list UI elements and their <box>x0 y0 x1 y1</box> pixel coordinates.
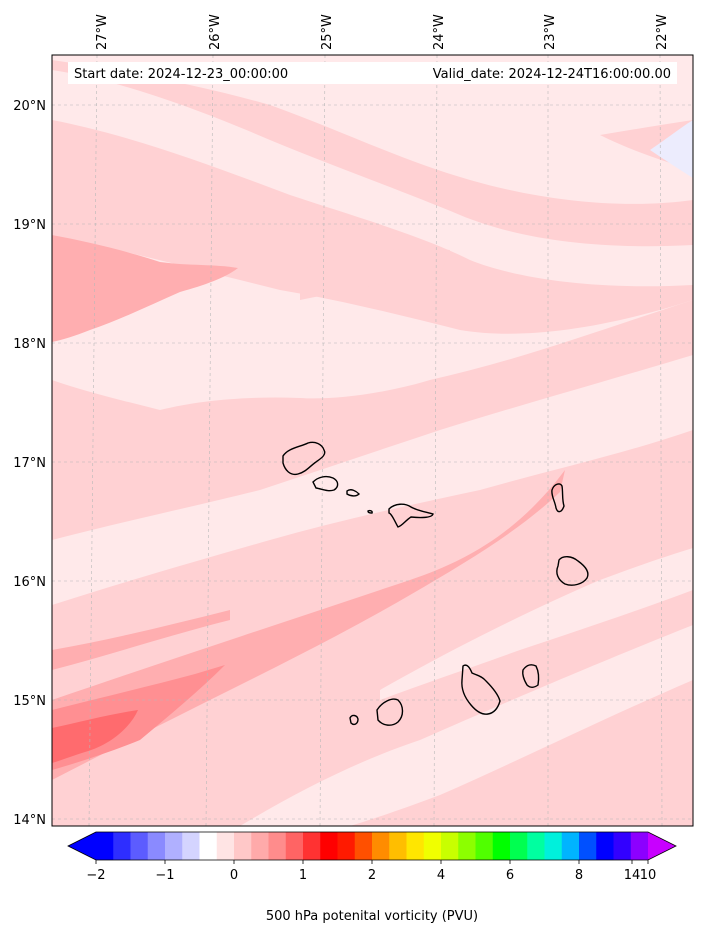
colorbar-segment <box>354 832 373 860</box>
colorbar-segment <box>492 832 511 860</box>
colorbar-extend-max <box>648 832 676 860</box>
colorbar-segment <box>216 832 235 860</box>
colorbar-extend-min <box>68 832 96 860</box>
colorbar-tick-label: 6 <box>506 868 514 883</box>
island-maio <box>522 664 540 688</box>
colorbar-segments <box>96 832 649 860</box>
pv-band-peak <box>52 710 138 763</box>
pv-band-lightest-central <box>52 355 693 605</box>
colorbar-segment <box>423 832 442 860</box>
start-date-label: Start date: 2024-12-23_00:00:00 <box>74 67 288 82</box>
colorbar-segment <box>579 832 597 860</box>
colorbar-segment <box>113 832 131 860</box>
meridian-26w <box>205 55 214 826</box>
lon-label: 26°W <box>208 14 223 50</box>
colorbar-segment <box>285 832 304 860</box>
island-santa-luzia <box>346 489 360 497</box>
colorbar-segment <box>630 832 649 860</box>
lat-label: 16°N <box>13 575 46 590</box>
colorbar-segment <box>596 832 614 860</box>
colorbar-segment <box>544 832 563 860</box>
cape-verde-islands <box>282 441 589 726</box>
colorbar-label: 500 hPa potenital vorticity (PVU) <box>266 909 478 924</box>
colorbar-segment <box>441 832 459 860</box>
lon-axis: 27°W 26°W 25°W 24°W 23°W 22°W <box>95 14 670 50</box>
colorbar-segment <box>510 832 528 860</box>
island-santiago <box>461 664 501 715</box>
lon-label: 25°W <box>320 14 335 50</box>
colorbar-segment <box>389 832 407 860</box>
header-box <box>68 62 677 84</box>
colorbar-tick-label: 1 <box>299 868 307 883</box>
colorbar-tick-label: 10 <box>640 868 657 883</box>
colorbar-segment <box>303 832 321 860</box>
pv-band-light-streak-1 <box>52 60 693 247</box>
colorbar-segment <box>372 832 390 860</box>
colorbar-segment <box>337 832 356 860</box>
pv-band-mid-streak <box>52 610 230 670</box>
pv-band-light-streak-3 <box>300 248 450 300</box>
pv-band-lightest-south <box>240 625 693 826</box>
colorbar-tick-label: 0 <box>230 868 238 883</box>
island-fogo <box>376 698 404 726</box>
colorbar-tick-label: −2 <box>86 868 105 883</box>
colorbar-tick-label: 8 <box>575 868 583 883</box>
island-branco <box>367 509 373 514</box>
colorbar-tick-label: 4 <box>437 868 445 883</box>
meridian-22w <box>659 55 663 826</box>
pv-band-lightest-south-2 <box>380 548 693 700</box>
meridian-24w <box>433 55 438 826</box>
island-santo-antao <box>282 441 326 476</box>
meridian-27w <box>88 55 98 826</box>
colorbar-segment <box>96 832 114 860</box>
colorbar-segment <box>199 832 218 860</box>
colorbar-segment <box>561 832 580 860</box>
pv-band-negative <box>650 120 693 178</box>
lon-label: 27°W <box>95 14 110 50</box>
colorbar-segment <box>475 832 494 860</box>
colorbar-segment <box>130 832 149 860</box>
lon-label: 23°W <box>543 14 558 50</box>
map-frame <box>51 54 694 827</box>
graticule <box>52 55 693 826</box>
lat-label: 17°N <box>13 456 46 471</box>
island-brava <box>349 714 359 726</box>
lat-axis: 20°N 19°N 18°N 17°N 16°N 15°N 14°N <box>13 99 46 828</box>
pv-band-mid-west <box>52 235 238 342</box>
island-sal <box>551 483 565 513</box>
pv-band-light-streak-2 <box>52 120 693 334</box>
meridian-25w <box>319 55 326 826</box>
colorbar-segment <box>165 832 183 860</box>
colorbar-tick-label: 2 <box>368 868 376 883</box>
colorbar-segment <box>251 832 269 860</box>
lon-label: 24°W <box>432 14 447 50</box>
lon-label: 22°W <box>655 14 670 50</box>
island-boa-vista <box>556 556 589 586</box>
lat-label: 14°N <box>13 813 46 828</box>
island-sao-nicolau <box>388 503 434 528</box>
valid-date-label: Valid_date: 2024-12-24T16:00:00.00 <box>433 67 671 82</box>
colorbar-segment <box>320 832 338 860</box>
lat-label: 15°N <box>13 694 46 709</box>
colorbar-segment <box>527 832 545 860</box>
pv-field <box>52 55 693 826</box>
colorbar-segment <box>458 832 476 860</box>
colorbar-tick-label: −1 <box>155 868 174 883</box>
lat-label: 20°N <box>13 99 46 114</box>
colorbar-segment <box>406 832 425 860</box>
colorbar-segment <box>182 832 200 860</box>
colorbar-segment <box>234 832 252 860</box>
colorbar-segment <box>613 832 632 860</box>
colorbar-segment <box>268 832 287 860</box>
lat-label: 19°N <box>13 218 46 233</box>
colorbar-segment <box>147 832 166 860</box>
colorbar-tick-label: 14 <box>624 868 641 883</box>
island-sao-vicente <box>312 475 339 492</box>
lat-label: 18°N <box>13 337 46 352</box>
